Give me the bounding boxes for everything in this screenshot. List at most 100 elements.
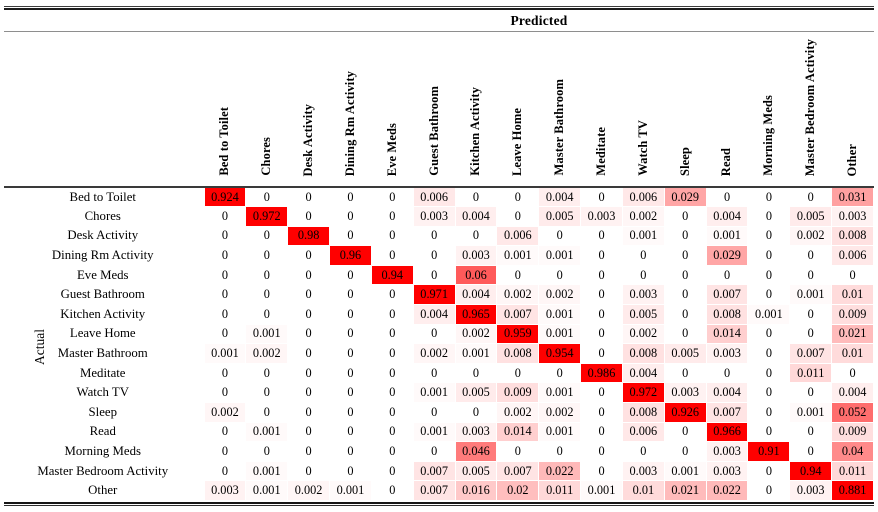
predicted-header-band: Predicted bbox=[4, 10, 874, 31]
matrix-cell: 0 bbox=[329, 402, 372, 423]
matrix-cell: 0.004 bbox=[705, 382, 749, 404]
matrix-cell: 0 bbox=[789, 264, 833, 286]
matrix-cell: 0.009 bbox=[496, 382, 540, 404]
matrix-cell: 0.031 bbox=[831, 186, 874, 208]
matrix-cell: 0 bbox=[496, 441, 540, 462]
column-header-label: Other bbox=[845, 143, 860, 176]
matrix-cell: 0 bbox=[370, 421, 414, 443]
matrix-cell: 0.959 bbox=[496, 323, 540, 345]
matrix-cell: 0.005 bbox=[789, 206, 833, 227]
matrix-cell: 0 bbox=[747, 284, 791, 306]
matrix-cell: 0 bbox=[580, 225, 623, 247]
column-header-watch-tv: Watch TV bbox=[622, 32, 665, 188]
matrix-cell: 0.004 bbox=[538, 186, 582, 208]
matrix-cell: 0 bbox=[789, 304, 833, 325]
matrix-cell: 0.001 bbox=[454, 343, 498, 364]
matrix-cell: 0 bbox=[580, 284, 623, 306]
column-header-label: Morning Meds bbox=[761, 95, 776, 176]
matrix-cell: 0 bbox=[329, 460, 372, 482]
matrix-cell: 0.004 bbox=[454, 284, 498, 306]
matrix-cell: 0.005 bbox=[663, 343, 707, 364]
matrix-cell: 0 bbox=[245, 284, 289, 306]
matrix-cell: 0.007 bbox=[412, 460, 456, 482]
matrix-cell: 0.005 bbox=[454, 382, 498, 404]
matrix-cell: 0.008 bbox=[831, 225, 874, 247]
matrix-row-guest-bathroom: Guest Bathroom 0 0 0 0 0 0.971 0.004 0.002 0.002 0… bbox=[4, 284, 874, 306]
matrix-row-chores: Chores 0 0.972 0 0 0 0.003 0.004 0 0.005 0.003 0.00… bbox=[4, 206, 874, 227]
matrix-cell: 0 bbox=[747, 264, 791, 286]
matrix-row-master-bathroom: Master Bathroom 0.001 0.002 0 0 0 0.002 0.001 0.… bbox=[4, 343, 874, 364]
matrix-cell: 0 bbox=[203, 421, 247, 443]
matrix-cell: 0 bbox=[287, 186, 331, 208]
matrix-cell: 0 bbox=[203, 225, 247, 247]
matrix-cell: 0 bbox=[747, 206, 791, 227]
matrix-cell: 0 bbox=[370, 362, 414, 384]
column-header-label: Guest Bathroom bbox=[426, 86, 441, 176]
matrix-cell: 0 bbox=[412, 245, 456, 266]
matrix-cell: 0 bbox=[245, 245, 289, 266]
matrix-cell: 0 bbox=[370, 323, 414, 345]
matrix-cell: 0 bbox=[203, 460, 247, 482]
matrix-cell: 0.001 bbox=[329, 480, 372, 501]
matrix-cell: 0 bbox=[747, 480, 791, 501]
column-header-label: Leave Home bbox=[510, 108, 525, 176]
matrix-cell: 0 bbox=[287, 304, 331, 325]
matrix-cell: 0 bbox=[287, 206, 331, 227]
bottom-rule-thick bbox=[4, 502, 874, 504]
matrix-cell: 0 bbox=[412, 362, 456, 384]
matrix-cell: 0.006 bbox=[496, 225, 540, 247]
matrix-cell: 0.001 bbox=[789, 284, 833, 306]
matrix-cell: 0.016 bbox=[454, 480, 498, 501]
matrix-cell: 0 bbox=[663, 206, 707, 227]
column-header-meditate: Meditate bbox=[580, 32, 623, 188]
matrix-cell: 0.007 bbox=[496, 460, 540, 482]
row-label: Sleep bbox=[88, 404, 117, 419]
matrix-cell: 0 bbox=[580, 323, 623, 345]
matrix-cell: 0 bbox=[621, 245, 665, 266]
matrix-cell: 0 bbox=[245, 304, 289, 325]
matrix-cell: 0 bbox=[370, 186, 414, 208]
matrix-cell: 0 bbox=[789, 382, 833, 404]
column-header-label: Read bbox=[719, 147, 734, 176]
matrix-cell: 0.02 bbox=[496, 480, 540, 501]
matrix-cell: 0 bbox=[287, 264, 331, 286]
matrix-cell: 0 bbox=[580, 264, 623, 286]
matrix-cell: 0 bbox=[580, 343, 623, 364]
matrix-cell: 0.94 bbox=[789, 460, 833, 482]
matrix-cell: 0 bbox=[747, 460, 791, 482]
predicted-axis-title: Predicted bbox=[510, 13, 568, 28]
matrix-cell: 0 bbox=[412, 225, 456, 247]
matrix-cell: 0 bbox=[663, 284, 707, 306]
matrix-cell: 0.001 bbox=[245, 421, 289, 443]
matrix-cell: 0 bbox=[329, 284, 372, 306]
matrix-cell: 0 bbox=[329, 225, 372, 247]
matrix-cell: 0 bbox=[245, 186, 289, 208]
matrix-cell: 0 bbox=[454, 225, 498, 247]
matrix-cell: 0 bbox=[538, 362, 582, 384]
matrix-cell: 0 bbox=[663, 264, 707, 286]
matrix-cell: 0.004 bbox=[705, 206, 749, 227]
matrix-cell: 0.06 bbox=[454, 264, 498, 286]
matrix-cell: 0 bbox=[663, 323, 707, 345]
matrix-cell: 0.972 bbox=[245, 206, 289, 227]
matrix-cell: 0.002 bbox=[496, 402, 540, 423]
matrix-cell: 0 bbox=[370, 304, 414, 325]
matrix-cell: 0.001 bbox=[412, 382, 456, 404]
matrix-cell: 0.01 bbox=[831, 284, 874, 306]
matrix-cell: 0.003 bbox=[412, 206, 456, 227]
matrix-cell: 0 bbox=[412, 323, 456, 345]
matrix-cell: 0 bbox=[705, 362, 749, 384]
matrix-cell: 0 bbox=[287, 421, 331, 443]
matrix-cell: 0.003 bbox=[621, 460, 665, 482]
matrix-cell: 0 bbox=[287, 284, 331, 306]
column-header-morning-meds: Morning Meds bbox=[747, 32, 790, 188]
matrix-cell: 0.029 bbox=[663, 186, 707, 208]
matrix-cell: 0 bbox=[705, 186, 749, 208]
matrix-cell: 0.002 bbox=[496, 284, 540, 306]
matrix-cell: 0 bbox=[203, 245, 247, 266]
matrix-cell: 0.007 bbox=[705, 284, 749, 306]
matrix-row-master-bedroom-activity: Master Bedroom Activity 0 0.001 0 0 0 0.007 0.0… bbox=[4, 460, 874, 482]
matrix-cell: 0.002 bbox=[203, 402, 247, 423]
matrix-cell: 0 bbox=[287, 460, 331, 482]
matrix-cell: 0.986 bbox=[580, 362, 623, 384]
